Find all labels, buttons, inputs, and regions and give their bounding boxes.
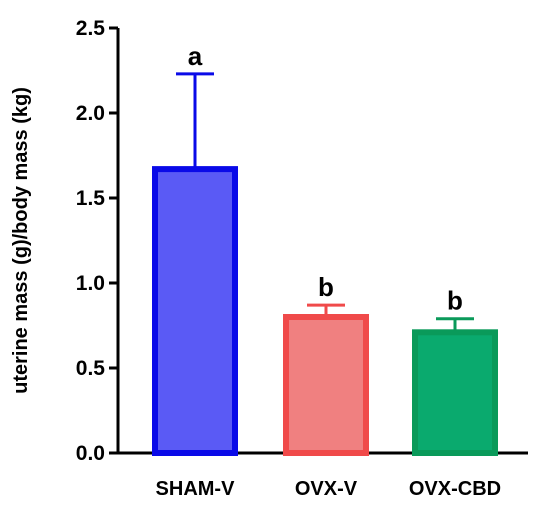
y-axis-ticks: 0.0 0.5 1.0 1.5 2.0 2.5 (76, 17, 118, 465)
bars (152, 166, 498, 456)
significance-label: b (318, 272, 334, 302)
y-tick-label: 1.5 (76, 187, 106, 210)
y-tick-label: 0.0 (76, 442, 105, 465)
significance-label: a (188, 41, 203, 71)
bar (412, 329, 498, 456)
bar (283, 314, 369, 456)
error-bars (176, 72, 474, 333)
significance-label: b (447, 286, 463, 316)
y-tick-label: 1.0 (76, 272, 105, 295)
x-tick-label: OVX-CBD (409, 478, 501, 500)
y-tick-label: 2.0 (76, 102, 105, 125)
y-tick-label: 0.5 (76, 357, 106, 380)
x-axis-labels: SHAM-V OVX-V OVX-CBD (156, 478, 502, 500)
x-tick-label: SHAM-V (156, 478, 236, 500)
y-tick-label: 2.5 (76, 17, 106, 40)
significance-labels: a b b (188, 41, 463, 316)
bar (152, 166, 238, 456)
y-axis-title: uterine mass (g)/body mass (kg) (10, 87, 32, 394)
x-tick-label: OVX-V (295, 478, 358, 500)
